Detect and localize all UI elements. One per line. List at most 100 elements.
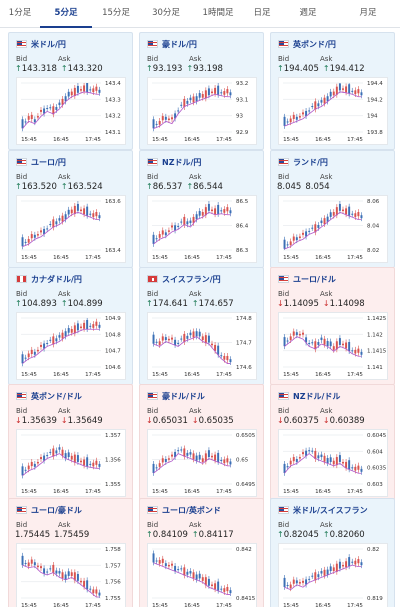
ask-label: Ask: [58, 290, 71, 298]
currency-card[interactable]: 豪ドル/円 Bid Ask ↑93.193 ↑93.198 93.2 93.1 93 92.9 1…: [139, 32, 264, 150]
x-tick-label: 17:45: [216, 255, 232, 261]
card-title[interactable]: 豪ドル/ドル: [147, 390, 205, 402]
za-flag-icon: [278, 158, 289, 166]
up-arrow-icon: ↑: [60, 64, 68, 73]
candle-body: [61, 215, 64, 222]
currency-card[interactable]: 米ドル/円 Bid Ask ↑143.318 ↑143.320 143.4 143.3 143…: [8, 32, 133, 150]
currency-card[interactable]: ユーロ/英ポンド Bid Ask ↑0.84109 ↑0.84117 0.842 0.841…: [139, 498, 264, 607]
currency-card[interactable]: 英ポンド/ドル Bid Ask ↓1.35639 ↓1.35649 1.357 1.356 1…: [8, 384, 133, 502]
tab-4[interactable]: 1時間足: [202, 8, 234, 18]
mini-candle-chart[interactable]: 8.06 8.04 8.02 15:45 16:45 17:45: [278, 195, 388, 263]
candle-body: [342, 209, 344, 212]
card-title[interactable]: NZドル/円: [147, 156, 201, 168]
rate-values: ↑104.893 ↑104.899: [15, 299, 107, 309]
card-title[interactable]: 米ドル/円: [16, 38, 66, 50]
card-title[interactable]: 豪ドル/円: [147, 38, 197, 50]
x-tick-label: 15:45: [21, 603, 37, 607]
currency-card[interactable]: ユーロ/ドル Bid Ask ↓1.14095 ↓1.14098 1.1425 1.142 1…: [270, 267, 395, 385]
tab-2[interactable]: 15分足: [102, 8, 130, 18]
ask-rate: ↑86.544: [186, 182, 222, 192]
mini-candle-chart[interactable]: 1.758 1.757 1.756 1.755 15:45 16:45 17:45: [16, 543, 126, 607]
tab-7[interactable]: 月足: [359, 8, 377, 18]
rate-values: ↓0.60375 ↓0.60389: [277, 416, 369, 426]
bid-label: Bid: [147, 173, 159, 181]
tab-6[interactable]: 週足: [299, 8, 317, 18]
ask-value: 174.657: [198, 299, 234, 309]
card-title[interactable]: 米ドル/スイスフラン: [278, 504, 368, 516]
card-title[interactable]: ランド/円: [278, 156, 328, 168]
currency-card[interactable]: ユーロ/円 Bid Ask ↑163.520 ↑163.524 163.6 163.4 15:…: [8, 150, 133, 268]
currency-card[interactable]: NZドル/円 Bid Ask ↑86.537 ↑86.544 86.5 86.4 86.3 15…: [139, 150, 264, 268]
rate-values: ↑86.537 ↑86.544: [146, 182, 227, 192]
up-arrow-icon: ↑: [277, 64, 284, 73]
mini-candle-chart[interactable]: 0.842 0.8415 15:45 16:45 17:45: [147, 543, 257, 607]
currency-card[interactable]: ランド/円 Bid Ask 8.045 8.054 8.06 8.04 8.02 15:45 16…: [270, 150, 395, 268]
currency-card[interactable]: 米ドル/スイスフラン Bid Ask ↑0.82045 ↑0.82060 0.82 0.81…: [270, 498, 395, 607]
candle-body: [338, 338, 341, 345]
bid-value: 174.641: [152, 299, 188, 309]
x-tick-label: 17:45: [85, 603, 101, 607]
y-tick-label: 174.8: [236, 316, 252, 322]
card-title[interactable]: NZドル/ドル: [278, 390, 340, 402]
mini-candle-chart[interactable]: 93.2 93.1 93 92.9 15:45 16:45 17:45: [147, 77, 257, 145]
card-title[interactable]: ユーロ/英ポンド: [147, 504, 221, 516]
mini-candle-chart[interactable]: 1.357 1.356 1.355 15:45 16:45 17:45: [16, 429, 126, 497]
candle-body: [64, 96, 67, 102]
candle-body: [98, 592, 101, 596]
card-title[interactable]: カナダドル/円: [16, 273, 82, 285]
y-tick-label: 0.6495: [236, 482, 256, 488]
mini-candle-chart[interactable]: 163.6 163.4 15:45 16:45 17:45: [16, 195, 126, 263]
mini-candle-chart[interactable]: 0.6505 0.65 0.6495 15:45 16:45 17:45: [147, 429, 257, 497]
x-tick-label: 16:45: [184, 489, 200, 495]
candle-body: [92, 213, 95, 217]
bid-ask-labels: Bid Ask: [278, 55, 362, 63]
mini-candle-chart[interactable]: 194.4 194.2 194 193.8 15:45 16:45 17:45: [278, 77, 388, 145]
candle-body: [52, 219, 55, 228]
candle-body: [83, 459, 86, 466]
candle-body: [70, 455, 73, 460]
currency-card[interactable]: 英ポンド/円 Bid Ask ↑194.405 ↑194.412 194.4 194.2 19…: [270, 32, 395, 150]
currency-card[interactable]: ユーロ/豪ドル Bid Ask 1.75445 1.75459 1.758 1.757 1.7…: [8, 498, 133, 607]
mini-candle-chart[interactable]: 174.8 174.7 174.6 15:45 16:45 17:45: [147, 312, 257, 380]
candle-body: [158, 234, 161, 238]
mini-candle-chart[interactable]: 143.4 143.3 143.2 143.1 15:45 16:45 17:45: [16, 77, 126, 145]
y-tick-label: 194: [367, 114, 378, 120]
candle-body: [177, 110, 180, 112]
y-tick-label: 93.2: [236, 81, 248, 87]
candle-body: [155, 560, 158, 562]
chart-svg: 143.4 143.3 143.2 143.1 15:45 16:45 17:45: [21, 81, 121, 143]
x-tick-label: 17:45: [85, 372, 101, 378]
candle-body: [171, 337, 173, 340]
card-title[interactable]: ユーロ/豪ドル: [16, 504, 82, 516]
currency-card[interactable]: NZドル/ドル Bid Ask ↓0.60375 ↓0.60389 0.6045 0.604…: [270, 384, 395, 502]
ask-label: Ask: [58, 521, 71, 529]
gb-flag-icon: [16, 392, 27, 400]
currency-card[interactable]: カナダドル/円 Bid Ask ↑104.893 ↑104.899 104.9 104.8 1…: [8, 267, 133, 385]
card-title[interactable]: スイスフラン/円: [147, 273, 221, 285]
mini-candle-chart[interactable]: 86.5 86.4 86.3 15:45 16:45 17:45: [147, 195, 257, 263]
tab-1[interactable]: 5分足: [40, 0, 92, 28]
candle-body: [36, 116, 39, 118]
candle-body: [311, 575, 314, 577]
candle-body: [92, 324, 95, 328]
candle-body: [24, 357, 27, 359]
candle-body: [302, 452, 304, 455]
tab-5[interactable]: 日足: [253, 8, 271, 18]
bid-rate: ↑104.893: [15, 299, 57, 309]
card-title[interactable]: ユーロ/円: [16, 156, 66, 168]
currency-card[interactable]: スイスフラン/円 Bid Ask ↑174.641 ↑174.657 174.8 174.7…: [139, 267, 264, 385]
card-title[interactable]: 英ポンド/ドル: [16, 390, 82, 402]
mini-candle-chart[interactable]: 1.1425 1.142 1.1415 1.141 15:45 16:45 17:45: [278, 312, 388, 380]
tab-3[interactable]: 30分足: [152, 8, 180, 18]
candle-body: [335, 457, 338, 466]
y-tick-label: 0.65: [236, 458, 249, 464]
mini-candle-chart[interactable]: 0.6045 0.604 0.6035 0.603 15:45 16:45 17:45: [278, 429, 388, 497]
mini-candle-chart[interactable]: 0.82 0.819 15:45 16:45 17:45: [278, 543, 388, 607]
card-title[interactable]: 英ポンド/円: [278, 38, 336, 50]
mini-candle-chart[interactable]: 104.9 104.8 104.7 104.6 15:45 16:45 17:45: [16, 312, 126, 380]
bid-label: Bid: [16, 407, 28, 415]
candle-body: [335, 86, 338, 95]
currency-card[interactable]: 豪ドル/ドル Bid Ask ↓0.65031 ↓0.65035 0.6505 0.65 0.…: [139, 384, 264, 502]
card-title[interactable]: ユーロ/ドル: [278, 273, 336, 285]
tab-0[interactable]: 1分足: [8, 8, 32, 18]
